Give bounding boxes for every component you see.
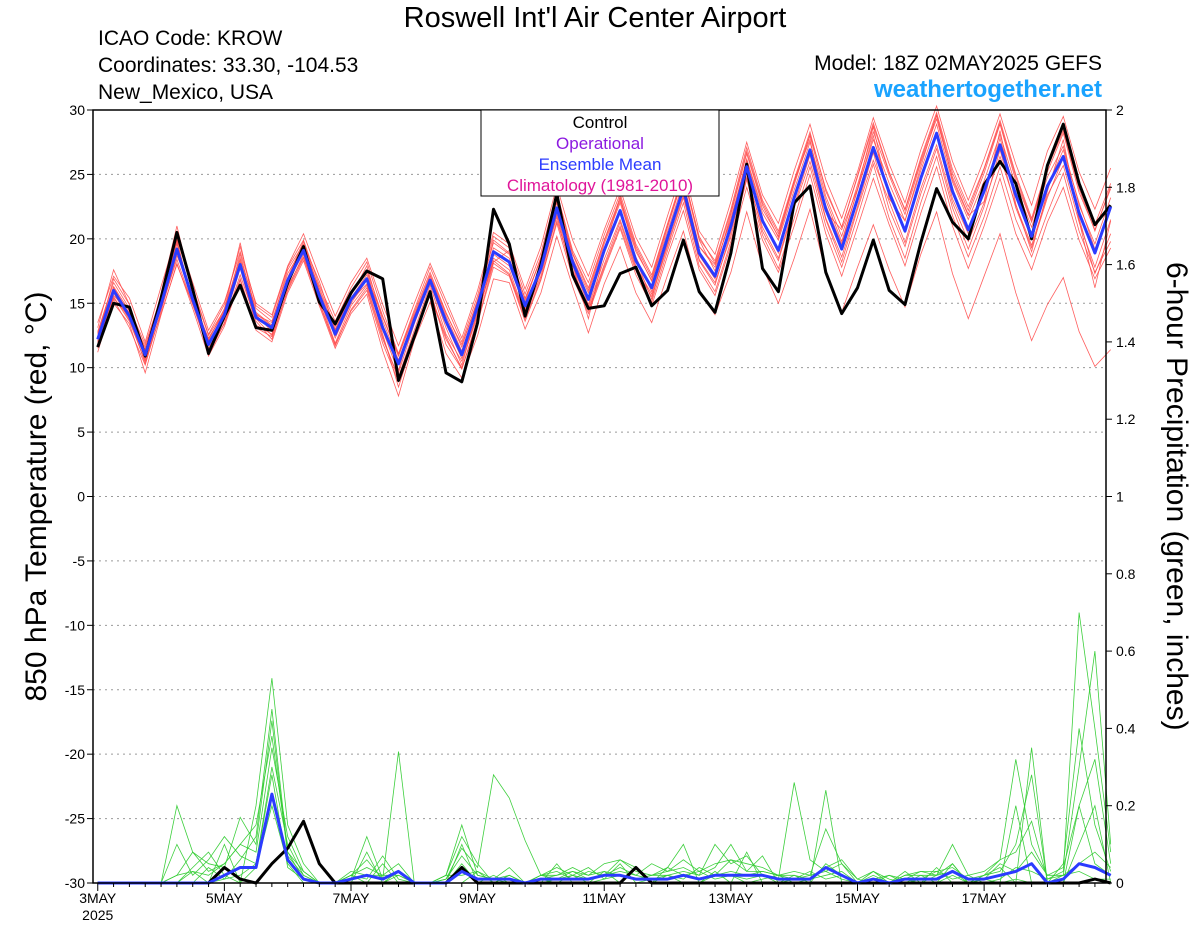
y-right-tick-label: 0.2 (1116, 798, 1136, 814)
location: New_Mexico, USA (98, 81, 274, 104)
y-right-tick-label: 0.4 (1116, 720, 1136, 736)
y-right-tick-label: 1 (1116, 489, 1124, 505)
y-right-tick-label: 1.4 (1116, 334, 1136, 350)
y-left-tick-label: 25 (69, 166, 85, 182)
y-left-tick-label: -30 (65, 875, 85, 891)
y-left-tick-label: 10 (69, 360, 85, 376)
ensemble-mean-temp-line (96, 131, 1113, 366)
ensemble-mean-precip-line (97, 792, 1112, 885)
member-precip-line (97, 720, 1112, 884)
members-precip-layer (97, 612, 1112, 884)
member-temp-line (97, 104, 1112, 347)
y-right-tick-label: 0 (1116, 875, 1124, 891)
y-left-tick-label: -10 (65, 617, 85, 633)
y-left-tick-label: -20 (65, 746, 85, 762)
member-precip-line (97, 728, 1112, 884)
y-right-tick-label: 2 (1116, 102, 1124, 118)
icao-code: ICAO Code: KROW (98, 27, 283, 50)
y-left-tick-label: 0 (77, 489, 85, 505)
x-tick-label: 7MAY (332, 890, 370, 906)
x-tick-label: 9MAY (459, 890, 497, 906)
member-precip-line (97, 612, 1112, 884)
member-precip-line (97, 678, 1111, 884)
y-left-tick-label: -15 (65, 682, 85, 698)
y-left-tick-label: 20 (69, 231, 85, 247)
member-temp-line (97, 147, 1112, 375)
legend-item: Climatology (1981-2010) (507, 176, 693, 195)
website-link[interactable]: weathertogether.net (873, 76, 1102, 103)
y-left-tick-label: 5 (77, 424, 85, 440)
x-tick-label: 13MAY (708, 890, 754, 906)
member-temp-line (97, 207, 1111, 398)
x-tick-sublabel: 2025 (82, 907, 113, 923)
x-tick-label: 15MAY (835, 890, 881, 906)
y-left-tick-label: 15 (69, 295, 85, 311)
legend-item: Control (573, 113, 628, 132)
member-temp-line (97, 122, 1112, 356)
x-tick-label: 11MAY (582, 890, 626, 906)
main-series-layer (96, 122, 1113, 885)
y-right-tick-label: 1.6 (1116, 257, 1136, 273)
grid-layer (93, 173, 1106, 820)
member-precip-line (97, 651, 1112, 884)
model-run: Model: 18Z 02MAY2025 GEFS (814, 52, 1102, 75)
member-temp-line (97, 155, 1112, 383)
x-tick-label: 5MAY (206, 890, 244, 906)
axis-layer: 302520151050-5-10-15-20-25-3021.81.61.41… (65, 102, 1136, 923)
member-temp-line (97, 111, 1112, 355)
y-left-tick-label: -5 (73, 553, 86, 569)
chart-title: Roswell Int'l Air Center Airport (403, 2, 787, 34)
legend-item: Operational (556, 134, 644, 153)
y-right-tick-label: 0.6 (1116, 643, 1136, 659)
y-right-tick-label: 0.8 (1116, 566, 1136, 582)
y-right-tick-label: 1.8 (1116, 179, 1136, 195)
legend-frame (480, 109, 720, 197)
member-precip-line (97, 774, 1111, 884)
control-temp-line (96, 122, 1112, 384)
x-tick-label: 3MAY (79, 890, 117, 906)
member-temp-line (97, 113, 1112, 358)
y-left-tick-label: 30 (69, 102, 85, 118)
legend-item: Ensemble Mean (539, 155, 662, 174)
y-right-tick-label: 1.2 (1116, 411, 1136, 427)
x-tick-label: 17MAY (962, 890, 1008, 906)
coordinates: Coordinates: 33.30, -104.53 (98, 54, 359, 77)
y-left-tick-label: -25 (65, 811, 85, 827)
legend-box: Control Operational Ensemble Mean Climatolo… (480, 109, 720, 197)
member-temp-line (97, 165, 1112, 381)
member-temp-line (97, 117, 1112, 361)
